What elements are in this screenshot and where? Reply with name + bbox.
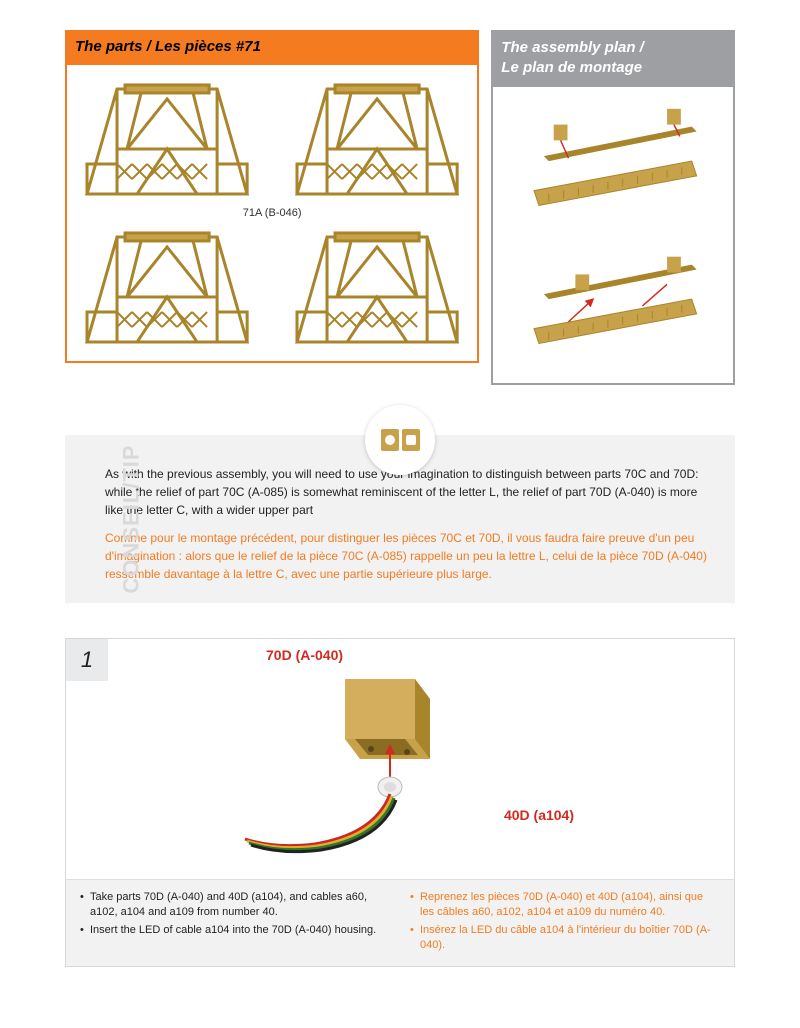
step-image-area: 70D (A-040) 40D (a104) [66, 639, 734, 879]
instructions-fr: Reprenez les pièces 70D (A-040) et 40D (… [410, 890, 720, 956]
instruction-item: Take parts 70D (A-040) and 40D (a104), a… [80, 890, 390, 921]
assembly-panel: The assembly plan / Le plan de montage [491, 30, 735, 385]
parts-panel-title: The parts / Les pièces #71 [65, 30, 479, 63]
instruction-item: Reprenez les pièces 70D (A-040) et 40D (… [410, 890, 720, 921]
instruction-item: Insérez la LED du câble a104 à l'intérie… [410, 923, 720, 954]
label-40d: 40D (a104) [504, 807, 574, 823]
parts-panel: The parts / Les pièces #71 [65, 30, 479, 385]
step-instructions: Take parts 70D (A-040) and 40D (a104), a… [66, 879, 734, 966]
parts-label: 71A (B-046) [243, 207, 302, 219]
part-truss [287, 75, 467, 203]
tip-section: CONSEIL/TIP As with the previous assembl… [65, 435, 735, 603]
parts-panel-body: 71A (B-046) [65, 63, 479, 363]
instruction-item: Insert the LED of cable a104 into the 70… [80, 923, 390, 938]
tip-text-fr: Comme pour le montage précédent, pour di… [105, 529, 710, 583]
part-truss [77, 75, 257, 203]
assembly-panel-body [491, 85, 735, 385]
piece-icon [381, 429, 399, 451]
tip-side-label: CONSEIL/TIP [119, 444, 145, 593]
assembly-panel-title: The assembly plan / Le plan de montage [491, 30, 735, 85]
piece-icon [402, 429, 420, 451]
instructions-en: Take parts 70D (A-040) and 40D (a104), a… [80, 890, 390, 956]
step-diagram [225, 659, 575, 859]
label-70d: 70D (A-040) [266, 647, 343, 663]
step-1-panel: 1 70D (A-040) 40D (a104) Take parts 70 [65, 638, 735, 967]
part-truss [287, 223, 467, 351]
part-truss [77, 223, 257, 351]
tip-circle-icon [365, 405, 435, 475]
